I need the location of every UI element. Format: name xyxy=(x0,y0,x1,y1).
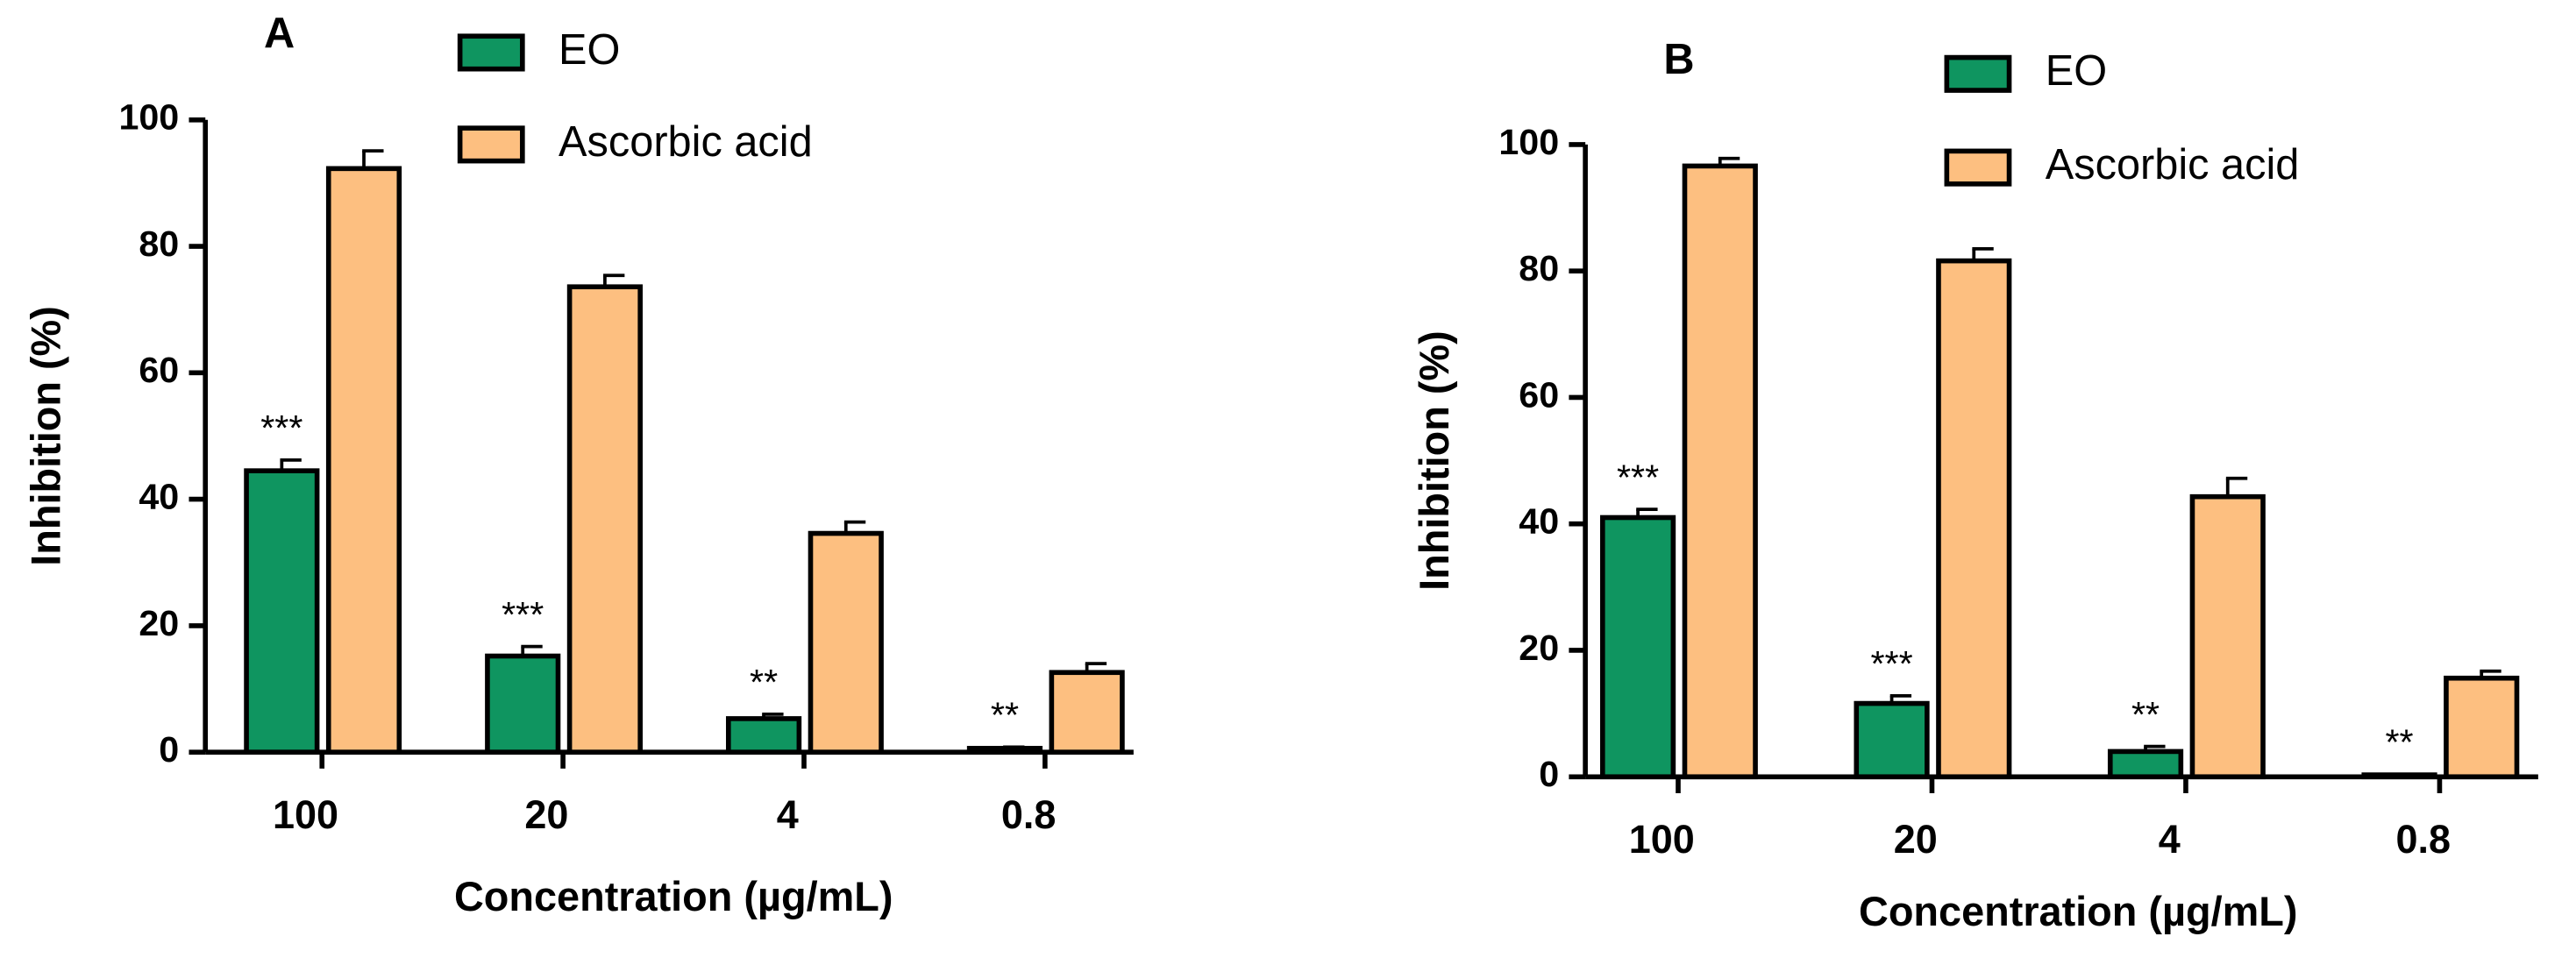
y-tick-label: 80 xyxy=(1519,248,1559,288)
significance-label: ** xyxy=(750,662,778,702)
x-tick-label: 100 xyxy=(1629,817,1695,862)
bar xyxy=(2189,493,2266,780)
bar xyxy=(2107,749,2184,780)
y-tick-label: 20 xyxy=(139,603,179,643)
panel-label: A xyxy=(264,10,295,57)
significance-label: ** xyxy=(991,695,1019,735)
significance-label: ** xyxy=(2131,694,2160,734)
significance-label: *** xyxy=(1617,457,1659,497)
x-tick-label: 20 xyxy=(1894,817,1938,862)
bar xyxy=(244,468,320,755)
x-tick-label: 100 xyxy=(273,792,338,837)
x-axis-title: Concentration (µg/mL) xyxy=(1859,889,2297,934)
x-tick-label: 0.8 xyxy=(1001,792,1057,837)
y-tick-label: 100 xyxy=(1498,122,1559,162)
legend-label: Ascorbic acid xyxy=(559,118,813,166)
bar xyxy=(725,716,802,755)
bar xyxy=(1854,700,1930,780)
x-axis-title: Concentration (µg/mL) xyxy=(454,874,893,919)
y-tick-label: 60 xyxy=(1519,374,1559,415)
bar xyxy=(325,166,402,755)
y-tick-label: 20 xyxy=(1519,628,1559,668)
bar xyxy=(2361,772,2437,780)
bar xyxy=(566,284,643,755)
y-tick-label: 0 xyxy=(159,729,179,770)
panel-label: B xyxy=(1663,36,1694,83)
y-tick-label: 40 xyxy=(139,476,179,516)
significance-label: *** xyxy=(260,408,302,448)
bar xyxy=(1049,670,1125,755)
bar xyxy=(485,653,561,755)
y-tick-label: 40 xyxy=(1519,501,1559,542)
bar xyxy=(966,746,1043,755)
legend-swatch xyxy=(1944,148,2012,187)
significance-label: *** xyxy=(1871,643,1913,684)
x-tick-label: 4 xyxy=(777,792,799,837)
legend-swatch xyxy=(1944,54,2012,93)
y-axis-title: Inhibition (%) xyxy=(1412,330,1457,591)
y-tick-label: 100 xyxy=(118,97,179,138)
legend-label: EO xyxy=(559,26,620,74)
bar xyxy=(2444,675,2520,780)
legend-swatch xyxy=(457,125,525,164)
x-tick-label: 4 xyxy=(2159,817,2181,862)
legend-label: Ascorbic acid xyxy=(2046,141,2300,188)
bar xyxy=(1682,163,1758,780)
legend-label: EO xyxy=(2046,47,2107,95)
bar xyxy=(1936,258,2012,780)
y-tick-label: 60 xyxy=(139,350,179,390)
legend-swatch xyxy=(457,33,525,72)
significance-label: ** xyxy=(2385,722,2413,763)
x-tick-label: 20 xyxy=(524,792,568,837)
y-tick-label: 80 xyxy=(139,224,179,264)
significance-label: *** xyxy=(502,594,544,635)
figure-body: 020406080100100***20***4**0.8**EOAscorbi… xyxy=(24,10,2538,934)
bar xyxy=(808,530,884,755)
x-tick-label: 0.8 xyxy=(2395,817,2451,862)
bar xyxy=(1599,514,1676,780)
y-axis-title: Inhibition (%) xyxy=(24,306,69,566)
y-tick-label: 0 xyxy=(1539,754,1559,794)
